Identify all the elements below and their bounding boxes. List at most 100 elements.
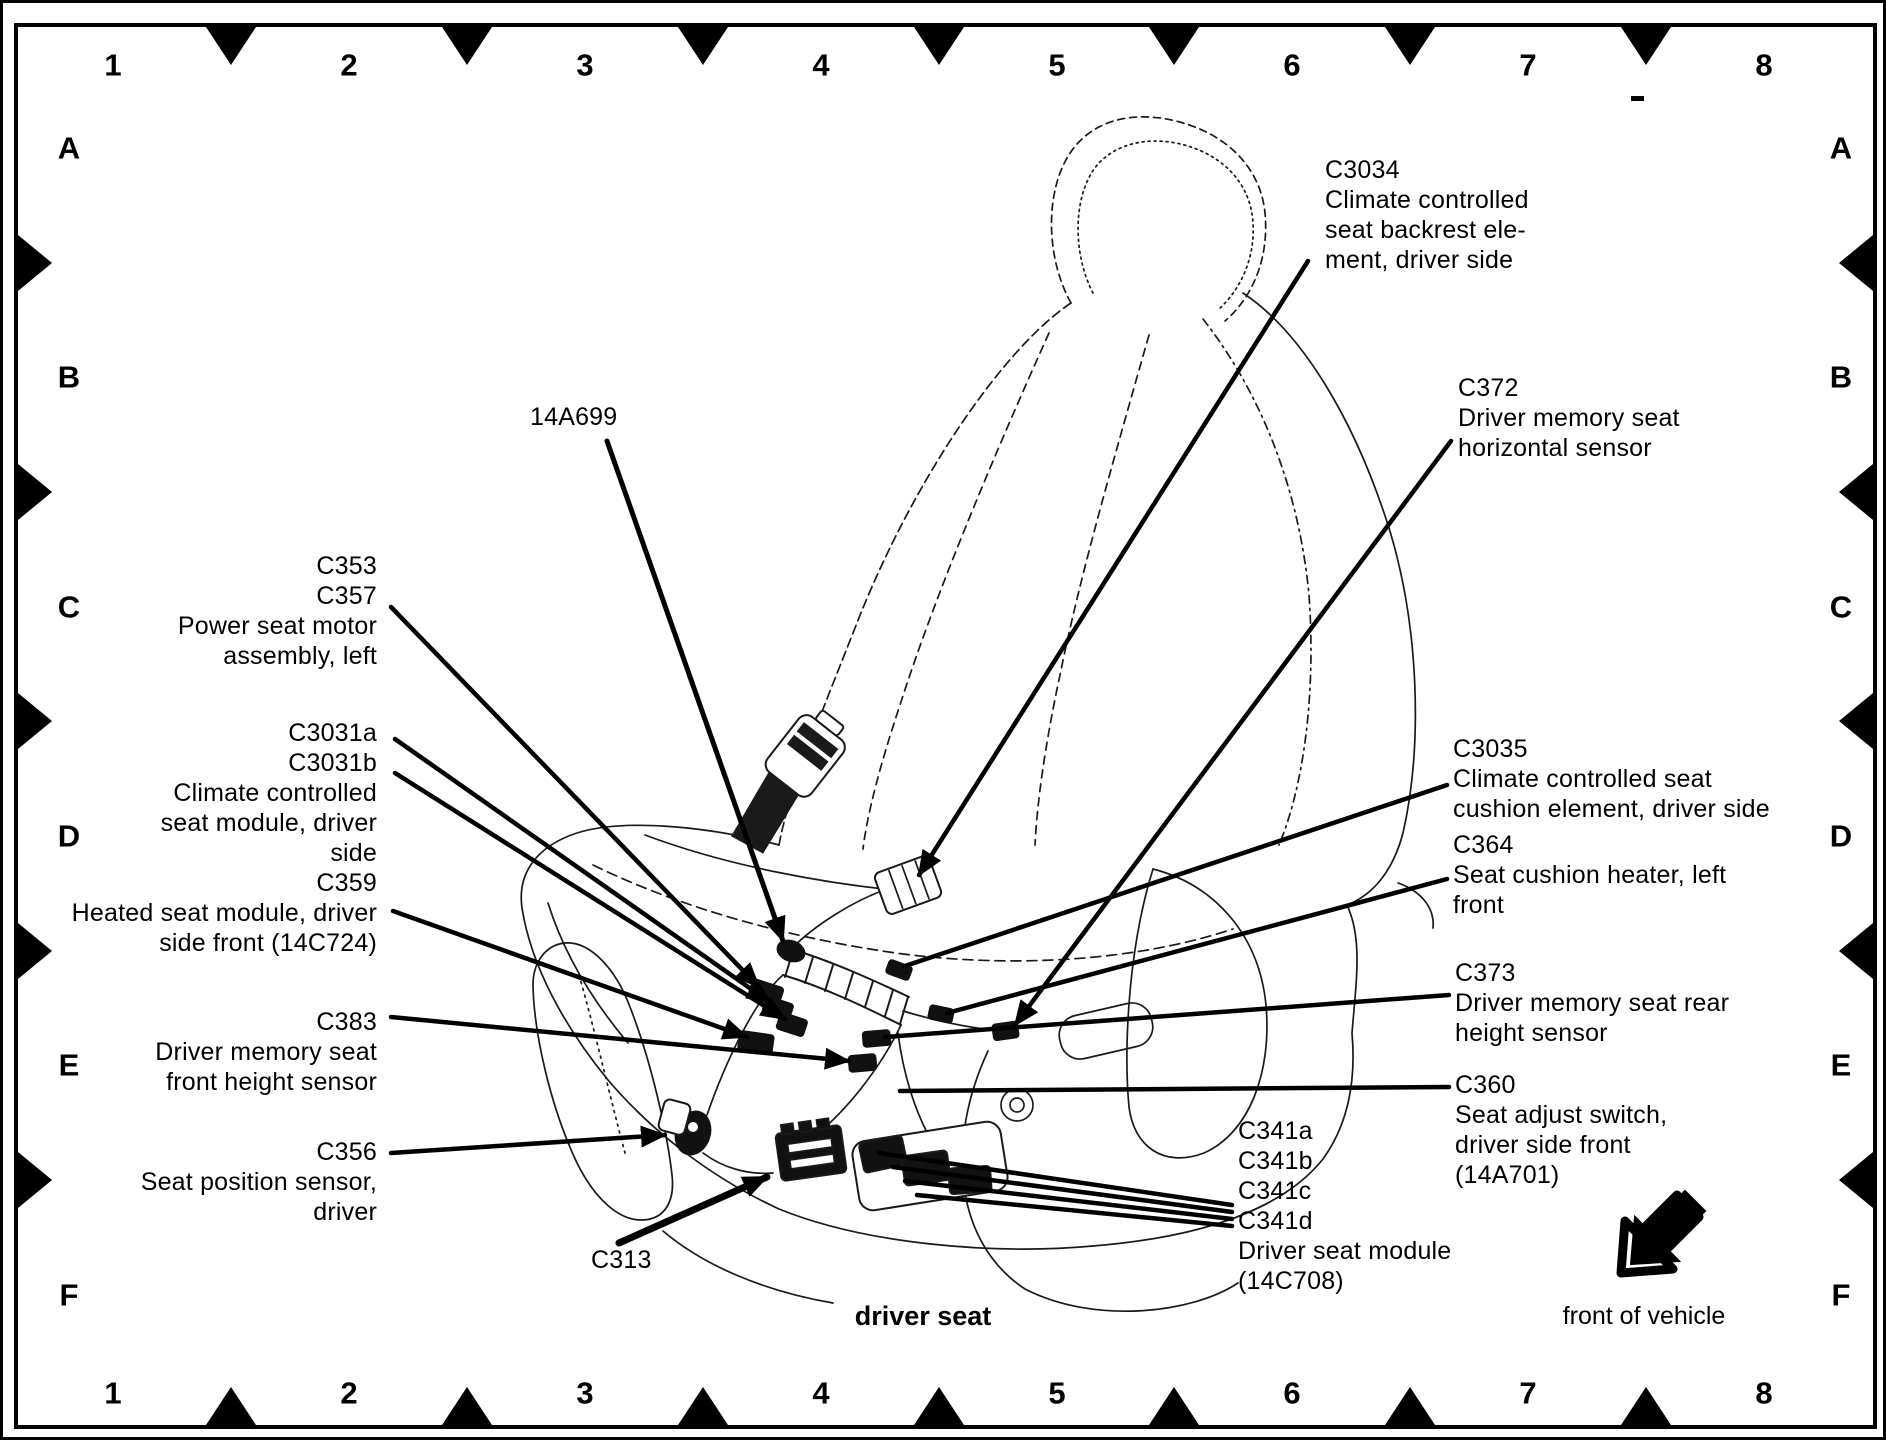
grid-row-left-d: D — [57, 818, 81, 854]
callout-line: C372 — [1458, 374, 1519, 402]
callout-line: C341b — [1238, 1147, 1313, 1175]
callout-c364: C364 Seat cushion heater, left front — [1453, 830, 1726, 920]
callout-line: Seat cushion heater, left — [1453, 861, 1727, 889]
grid-col-top-6: 6 — [1283, 47, 1301, 83]
callout-line: Climate controlled seat — [1453, 765, 1712, 793]
grid-col-bottom-5: 5 — [1048, 1375, 1066, 1411]
grid-col-bottom-8: 8 — [1755, 1375, 1773, 1411]
callout-14a699: 14A699 — [530, 402, 617, 432]
leader-c3034 — [916, 258, 1311, 878]
callout-c372: C372 Driver memory seat horizontal sensor — [1458, 373, 1680, 463]
callout-line: horizontal sensor — [1458, 434, 1652, 462]
leader-c3031a — [392, 736, 774, 1006]
print-artifact-dash — [1631, 96, 1644, 101]
callout-c353-c357: C353 C357 Power seat motor assembly, left — [178, 551, 377, 671]
leader-c3031b — [392, 770, 788, 1022]
leader-c360 — [897, 1084, 1452, 1094]
grid-row-right-c: C — [1829, 589, 1853, 625]
frame-left-triangle-markers — [18, 235, 52, 1208]
leader-c341-fan — [876, 1150, 1235, 1229]
callout-line: side front (14C724) — [159, 929, 377, 957]
callout-line: C3031b — [288, 749, 377, 777]
callout-line: C341c — [1238, 1177, 1312, 1205]
leader-c356 — [388, 1125, 668, 1156]
grid-col-bottom-2: 2 — [340, 1375, 358, 1411]
callout-line: ment, driver side — [1325, 246, 1514, 274]
connector-c313 — [774, 1117, 848, 1182]
callout-c3035: C3035 Climate controlled seat cushion elem… — [1453, 734, 1770, 824]
diagram-artwork — [14, 23, 1877, 1429]
frame-bottom-triangle-markers — [206, 1387, 1671, 1425]
callout-line: front height sensor — [166, 1068, 377, 1096]
leader-c373 — [882, 992, 1452, 1040]
callout-c383: C383 Driver memory seat front height senso… — [155, 1007, 377, 1097]
leader-c313 — [615, 1173, 771, 1247]
callout-line: C356 — [316, 1138, 377, 1166]
callout-line: C359 — [316, 869, 377, 897]
grid-col-top-8: 8 — [1755, 47, 1773, 83]
callout-line: height sensor — [1455, 1019, 1608, 1047]
callout-c341: C341a C341b C341c C341d Driver seat module (1… — [1238, 1116, 1451, 1296]
callout-line: C341d — [1238, 1207, 1313, 1235]
callout-line: Driver seat module — [1238, 1237, 1452, 1265]
grid-col-bottom-1: 1 — [104, 1375, 122, 1411]
grid-col-top-3: 3 — [576, 47, 594, 83]
callout-c360: C360 Seat adjust switch, driver side front… — [1455, 1070, 1667, 1190]
grid-col-top-1: 1 — [104, 47, 122, 83]
left-side-shield — [532, 942, 674, 1221]
callout-line: C364 — [1453, 831, 1514, 859]
callout-line: C373 — [1455, 959, 1516, 987]
callout-line: assembly, left — [223, 642, 377, 670]
leader-c3035 — [902, 782, 1450, 969]
callout-line: Power seat motor — [177, 612, 377, 640]
callout-line: Climate controlled — [173, 779, 377, 807]
callout-line: C3034 — [1325, 156, 1400, 184]
leader-c364 — [944, 876, 1450, 1016]
frame-right-triangle-markers — [1839, 235, 1873, 1208]
callout-line: C313 — [591, 1246, 652, 1274]
callout-line: C383 — [316, 1008, 377, 1036]
callout-line: Climate controlled — [1325, 186, 1529, 214]
callout-line: seat module, driver — [160, 809, 377, 837]
grid-col-bottom-3: 3 — [576, 1375, 594, 1411]
grid-row-right-b: B — [1829, 359, 1853, 395]
grid-col-bottom-7: 7 — [1519, 1375, 1537, 1411]
backrest — [778, 292, 1417, 906]
callout-line: Seat position sensor, — [140, 1168, 377, 1196]
callout-line: seat backrest ele- — [1325, 216, 1526, 244]
grid-col-bottom-6: 6 — [1283, 1375, 1301, 1411]
grid-row-right-e: E — [1830, 1047, 1852, 1083]
grid-col-bottom-4: 4 — [812, 1375, 830, 1411]
right-side-trim — [1000, 867, 1434, 1159]
callout-line: C353 — [316, 552, 377, 580]
grid-row-left-a: A — [57, 130, 81, 166]
headrest — [1050, 116, 1267, 322]
seat-illustration — [520, 116, 1434, 1313]
callout-line: C3035 — [1453, 735, 1528, 763]
callout-c3031-c359: C3031a C3031b Climate controlled seat modul… — [72, 718, 377, 958]
grid-col-top-4: 4 — [812, 47, 830, 83]
grid-col-top-2: 2 — [340, 47, 358, 83]
callout-line: driver side front — [1455, 1131, 1631, 1159]
callout-line: front — [1453, 891, 1505, 919]
callout-line: C341a — [1238, 1117, 1313, 1145]
grid-row-left-c: C — [57, 589, 81, 625]
leader-c383 — [388, 1014, 852, 1070]
figure-caption: driver seat — [854, 1301, 992, 1331]
callout-line: Seat adjust switch, — [1455, 1101, 1668, 1129]
grid-row-left-f: F — [59, 1277, 79, 1313]
callout-line: (14A701) — [1455, 1161, 1560, 1189]
callout-line: Driver memory seat — [1458, 404, 1680, 432]
reference-frame — [14, 23, 1877, 1429]
callout-line: 14A699 — [530, 403, 618, 431]
front-of-vehicle-label: front of vehicle — [1562, 1302, 1726, 1330]
callout-line: Driver memory seat — [155, 1038, 377, 1066]
grid-row-left-e: E — [58, 1047, 80, 1083]
callout-line: C357 — [316, 582, 377, 610]
callout-c356: C356 Seat position sensor, driver — [141, 1137, 377, 1227]
seatbelt-buckle — [731, 709, 846, 854]
callout-line: Heated seat module, driver — [71, 899, 377, 927]
connector-c3034 — [873, 855, 943, 915]
callout-line: C3031a — [288, 719, 377, 747]
